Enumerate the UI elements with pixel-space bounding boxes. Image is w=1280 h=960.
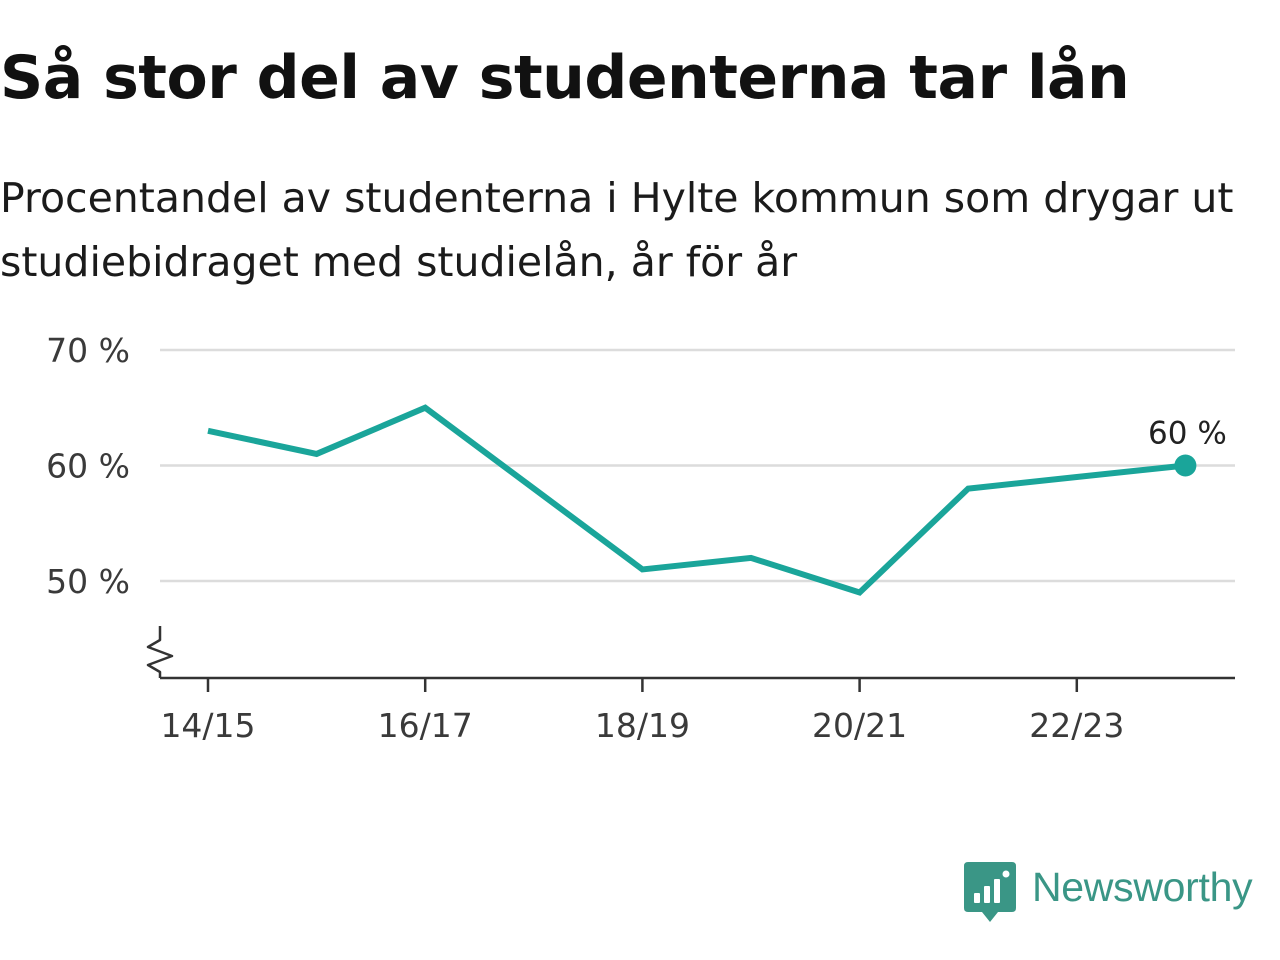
series-layer (207, 404, 1197, 596)
newsworthy-logo-icon (964, 862, 1016, 922)
x-tick-label: 14/15 (160, 706, 255, 745)
chart-subtitle: Procentandel av studenterna i Hylte komm… (0, 174, 1234, 286)
gridlines (160, 348, 1235, 583)
end-value-label: 60 % (1148, 415, 1227, 451)
x-tick-labels: 14/15 16/17 18/19 20/21 22/23 (160, 706, 1124, 745)
chart-title: Så stor del av studenterna tar lån (0, 43, 1130, 113)
data-labels: 60 % (1148, 415, 1227, 451)
brand-logo: Newsworthy (964, 862, 1253, 924)
axes (146, 626, 1235, 692)
y-axis-break (146, 626, 174, 678)
y-tick-label: 50 % (46, 562, 130, 601)
x-tick-label: 22/23 (1029, 706, 1124, 745)
y-tick-labels: 50 % 60 % 70 % (46, 331, 130, 601)
y-tick-label: 70 % (46, 331, 130, 370)
x-tick-label: 16/17 (378, 706, 473, 745)
end-point-marker (1174, 454, 1197, 477)
x-tick-label: 20/21 (812, 706, 907, 745)
x-tick-label: 18/19 (595, 706, 690, 745)
y-tick-label: 60 % (46, 446, 130, 485)
series-line (207, 404, 1186, 596)
brand-name: Newsworthy (1032, 864, 1253, 910)
